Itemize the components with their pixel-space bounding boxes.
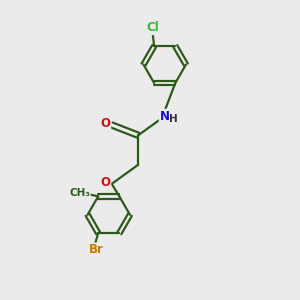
Text: CH₃: CH₃ bbox=[69, 188, 90, 199]
Text: O: O bbox=[100, 176, 110, 189]
Text: H: H bbox=[169, 114, 177, 124]
Text: N: N bbox=[160, 110, 170, 123]
Text: O: O bbox=[100, 117, 110, 130]
Text: Br: Br bbox=[89, 243, 104, 256]
Text: Cl: Cl bbox=[146, 21, 159, 34]
